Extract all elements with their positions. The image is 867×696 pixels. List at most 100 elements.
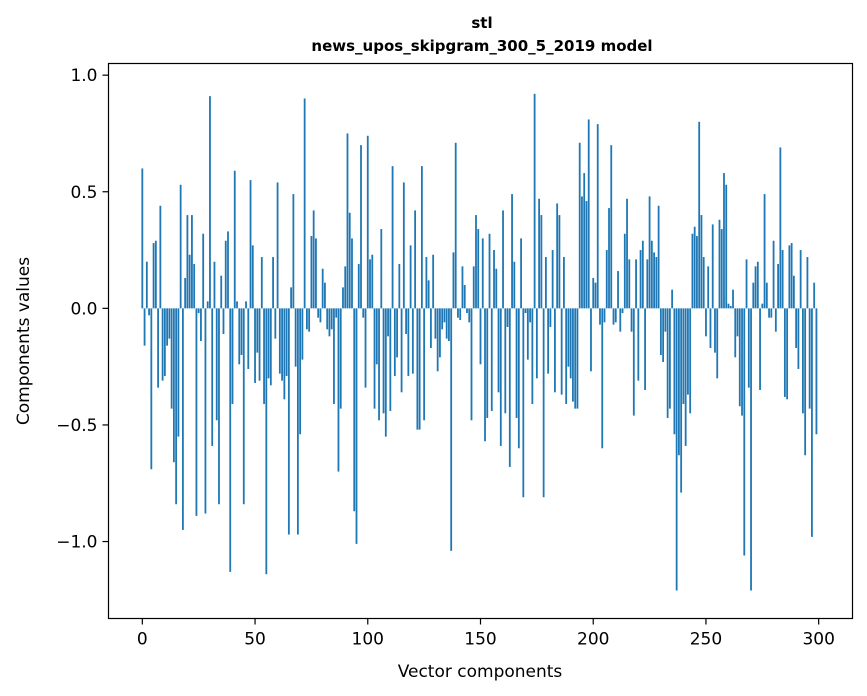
bar-component-67 (292, 194, 295, 309)
bar-component-86 (335, 308, 338, 318)
bar-component-185 (558, 215, 561, 309)
bar-component-181 (549, 308, 552, 328)
bar-component-143 (463, 285, 466, 309)
bar-component-238 (678, 308, 680, 456)
bar-component-102 (371, 254, 374, 309)
bar-component-162 (506, 308, 509, 328)
bar-component-42 (236, 301, 238, 309)
bar-component-119 (409, 245, 412, 309)
bar-component-25 (197, 308, 200, 314)
bar-component-182 (551, 250, 554, 309)
bar-component-101 (369, 259, 371, 309)
bar-component-85 (333, 308, 335, 404)
bar-component-112 (393, 308, 396, 376)
bar-component-227 (653, 252, 655, 309)
bar-component-87 (337, 308, 340, 472)
bar-component-66 (290, 287, 293, 309)
y-tick-label: −1.0 (56, 533, 97, 553)
bar-component-132 (439, 308, 441, 358)
bar-component-146 (470, 308, 473, 421)
bar-component-244 (691, 233, 694, 309)
bar-component-18 (182, 308, 184, 530)
bar-component-20 (186, 215, 189, 309)
bar-component-9 (161, 308, 164, 381)
bar-component-196 (583, 173, 586, 309)
bar-component-40 (231, 308, 234, 404)
bar-component-10 (163, 308, 166, 376)
bar-component-296 (808, 308, 811, 409)
bar-component-21 (188, 254, 191, 309)
bar-component-269 (747, 308, 750, 388)
bar-component-36 (222, 308, 225, 334)
bar-component-7 (157, 308, 159, 388)
bar-component-97 (360, 145, 362, 309)
bar-component-148 (475, 215, 477, 309)
bar-component-127 (427, 280, 430, 309)
bar-component-273 (756, 261, 759, 309)
bar-component-17 (179, 184, 182, 309)
bar-component-210 (614, 308, 617, 323)
bar-component-56 (267, 308, 270, 379)
bar-component-14 (172, 308, 175, 463)
bar-component-161 (504, 308, 507, 414)
bar-component-138 (452, 252, 455, 309)
bar-component-263 (734, 308, 737, 358)
bar-component-219 (635, 259, 637, 309)
x-axis-label: Vector components (398, 662, 563, 682)
bar-component-222 (641, 240, 644, 309)
bar-component-208 (610, 145, 613, 309)
bar-component-224 (646, 259, 649, 309)
bar-component-65 (287, 308, 290, 535)
y-tick-label: 0.5 (70, 183, 97, 203)
bar-component-176 (538, 198, 541, 309)
bar-component-104 (375, 308, 378, 365)
bar-component-230 (659, 308, 662, 355)
bar-component-147 (472, 266, 475, 309)
bar-component-51 (256, 308, 259, 353)
bar-component-45 (242, 308, 245, 505)
bar-component-91 (346, 133, 349, 309)
bar-component-264 (736, 308, 739, 337)
bar-component-6 (154, 240, 157, 309)
bar-component-126 (425, 257, 428, 309)
bar-component-198 (587, 119, 590, 309)
bar-component-229 (657, 205, 660, 309)
bar-component-280 (772, 240, 775, 309)
bar-component-159 (499, 308, 502, 446)
bar-component-11 (166, 308, 169, 346)
bar-component-16 (177, 308, 180, 437)
bar-component-245 (693, 226, 696, 309)
bar-component-145 (468, 308, 471, 323)
bar-component-226 (650, 240, 653, 309)
bar-component-237 (675, 308, 678, 591)
bar-component-246 (696, 236, 698, 309)
bar-component-299 (815, 308, 818, 435)
bar-component-69 (296, 308, 299, 535)
bar-component-15 (175, 308, 178, 505)
bar-component-140 (457, 308, 459, 318)
bar-component-35 (220, 275, 223, 309)
bar-component-201 (594, 282, 597, 309)
bar-component-78 (317, 308, 320, 318)
bar-component-221 (639, 250, 642, 309)
bar-component-293 (802, 308, 804, 414)
bar-component-0 (141, 168, 144, 309)
bar-component-113 (396, 308, 398, 358)
bar-component-150 (479, 308, 482, 365)
bar-component-258 (723, 173, 725, 309)
bar-component-216 (628, 259, 631, 309)
bar-component-114 (398, 264, 401, 309)
bar-component-285 (783, 308, 786, 397)
bar-component-248 (700, 215, 703, 309)
bar-component-68 (294, 308, 297, 367)
bar-component-116 (402, 182, 405, 309)
bar-component-250 (705, 308, 707, 337)
bar-component-165 (513, 261, 516, 309)
bar-component-274 (759, 308, 761, 390)
bar-component-99 (364, 308, 367, 388)
bar-component-133 (441, 308, 444, 330)
bar-component-249 (702, 257, 705, 309)
bar-component-22 (191, 215, 193, 309)
bar-component-136 (448, 308, 450, 341)
